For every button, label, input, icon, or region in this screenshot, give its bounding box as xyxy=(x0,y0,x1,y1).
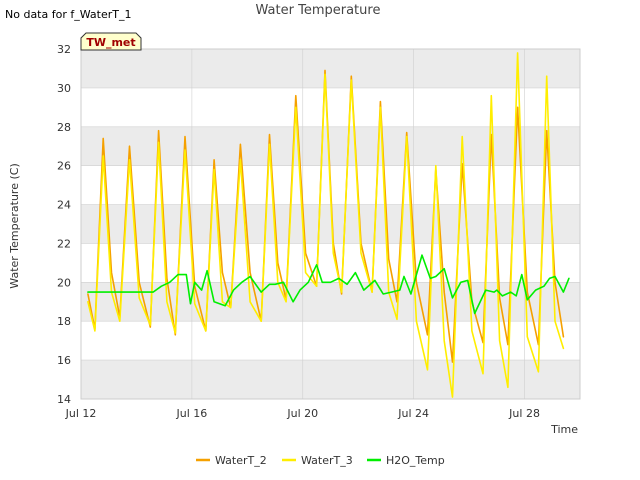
plot-band xyxy=(81,49,580,88)
series-line-h2o-temp xyxy=(87,254,570,315)
y-tick-label: 32 xyxy=(57,43,71,56)
plot-frame xyxy=(80,48,581,400)
y-tick-label: 16 xyxy=(57,354,71,367)
y-tick-label: 18 xyxy=(57,315,71,328)
x-tick-label: Jul 16 xyxy=(176,407,208,420)
y-tick-label: 20 xyxy=(57,276,71,289)
x-tick-label: Jul 20 xyxy=(286,407,318,420)
x-tick-label: Jul 28 xyxy=(508,407,540,420)
chart-title: Water Temperature xyxy=(256,3,381,18)
y-tick-label: 30 xyxy=(57,82,71,95)
site-badge: TW_met xyxy=(80,32,142,51)
y-axis-ticks: 14 16 18 20 22 24 26 28 30 32 xyxy=(57,43,71,406)
x-axis-label: Time xyxy=(550,423,578,436)
plot-band xyxy=(81,360,580,399)
y-axis-label: Water Temperature (C) xyxy=(8,163,21,288)
plot-bands xyxy=(81,49,580,399)
plot-band xyxy=(81,126,580,166)
y-tick-label: 28 xyxy=(57,121,71,134)
site-badge-shape xyxy=(80,32,142,51)
plot-band xyxy=(81,282,580,322)
no-data-note: No data for f_WaterT_1 xyxy=(5,8,131,21)
x-tick-label: Jul 24 xyxy=(397,407,429,420)
y-tick-label: 22 xyxy=(57,237,71,250)
y-tick-label: 14 xyxy=(57,393,71,406)
x-tick-label: Jul 12 xyxy=(65,407,97,420)
series-line-watert-3 xyxy=(87,52,565,398)
legend-label: WaterT_3 xyxy=(301,454,353,467)
x-axis-ticks: Jul 12 Jul 16 Jul 20 Jul 24 Jul 28 xyxy=(65,407,540,420)
legend-label: H2O_Temp xyxy=(386,454,445,467)
legend: WaterT_2 WaterT_3 H2O_Temp xyxy=(196,454,445,467)
legend-label: WaterT_2 xyxy=(215,454,267,467)
y-tick-label: 24 xyxy=(57,199,71,212)
series-lines xyxy=(87,52,570,398)
y-tick-label: 26 xyxy=(57,160,71,173)
site-badge-label: TW_met xyxy=(86,36,135,49)
